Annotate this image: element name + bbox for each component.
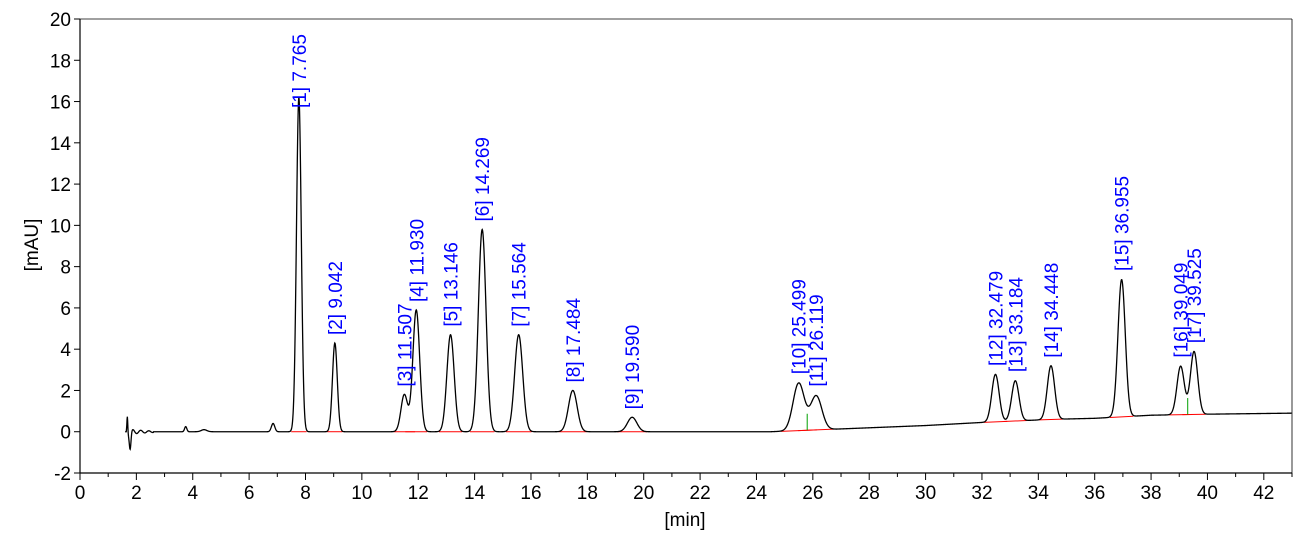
peak-label: [16] 39.049: [1172, 263, 1193, 358]
x-tick-label: 12: [408, 483, 429, 504]
peak-label: [4] 11.930: [407, 219, 428, 302]
peak-label: [14] 34.448: [1042, 263, 1063, 358]
peak-label: [7] 15.564: [510, 242, 531, 327]
x-tick-label: 36: [1084, 483, 1105, 504]
y-tick-label: 0: [60, 423, 71, 444]
peak-label: [10] 25.499: [790, 279, 811, 374]
x-tick-label: 24: [746, 483, 768, 504]
x-tick-label: 0: [75, 483, 86, 504]
x-tick-label: 4: [187, 483, 198, 504]
y-tick-label: 2: [60, 381, 71, 402]
peak-label: [15] 36.955: [1113, 176, 1134, 271]
y-tick-label: 14: [50, 134, 72, 155]
x-tick-label: 6: [244, 483, 255, 504]
signal-trace: [125, 97, 1292, 451]
x-tick-label: 26: [802, 483, 823, 504]
y-tick-label: 8: [60, 258, 71, 279]
peak-label: [6] 14.269: [473, 137, 494, 222]
x-tick-label: 40: [1197, 483, 1218, 504]
peak-baseline: [983, 420, 1008, 423]
x-tick-label: 32: [971, 483, 992, 504]
x-tick-label: 8: [300, 483, 311, 504]
y-tick-label: 20: [50, 10, 71, 31]
peak-label: [11] 26.119: [807, 294, 828, 386]
peak-label: [1] 7.765: [290, 34, 311, 108]
peak-label: [3] 11.507: [395, 303, 416, 386]
peak-label: [12] 32.479: [987, 271, 1008, 366]
y-tick-label: -2: [54, 464, 71, 485]
x-tick-label: 34: [1028, 483, 1050, 504]
x-tick-label: 16: [520, 483, 541, 504]
y-tick-label: 12: [50, 175, 71, 196]
peak-label: [13] 33.184: [1006, 277, 1027, 373]
y-axis-title: [mAU]: [22, 219, 43, 272]
y-tick-label: 6: [60, 299, 71, 320]
peak-label: [9] 19.590: [623, 325, 644, 410]
x-tick-label: 20: [633, 483, 654, 504]
x-tick-label: 14: [464, 483, 486, 504]
peak-baseline: [1109, 415, 1134, 418]
y-axis-ticks: -2 0 2 4 6 8 10 12 14 16 18 20: [50, 10, 80, 485]
x-tick-label: 22: [690, 483, 711, 504]
y-tick-label: 4: [60, 340, 71, 361]
peak-label: [17] 39.525: [1185, 248, 1206, 343]
peak-label: [2] 9.042: [326, 261, 347, 335]
axes: [79, 18, 1293, 474]
x-tick-label: 38: [1140, 483, 1161, 504]
x-tick-label: 30: [915, 483, 936, 504]
x-tick-label: 2: [131, 483, 142, 504]
x-tick-label: 28: [859, 483, 880, 504]
peak-baseline: [1039, 418, 1063, 421]
y-tick-label: 10: [50, 216, 71, 237]
peak-baseline: [1003, 419, 1028, 422]
y-tick-label: 18: [50, 51, 71, 72]
x-tick-label: 42: [1253, 483, 1274, 504]
peak-baselines: [291, 398, 1206, 433]
x-axis-ticks: 0 2 4 6 8 10 12 14 16 18 20 22 24 26 28 30 32 34 36 38 40 42: [75, 473, 1293, 504]
x-tick-label: 10: [351, 483, 372, 504]
x-tick-label: 18: [577, 483, 598, 504]
peak-baseline: [798, 428, 835, 432]
peak-label: [8] 17.484: [564, 298, 585, 383]
y-tick-label: 16: [50, 93, 71, 114]
peak-label: [5] 13.146: [442, 242, 463, 327]
peak-labels: [1] 7.765 [2] 9.042 [3] 11.507[4] 11.930 [5…: [290, 34, 1206, 409]
x-axis-title: [min]: [664, 510, 705, 531]
